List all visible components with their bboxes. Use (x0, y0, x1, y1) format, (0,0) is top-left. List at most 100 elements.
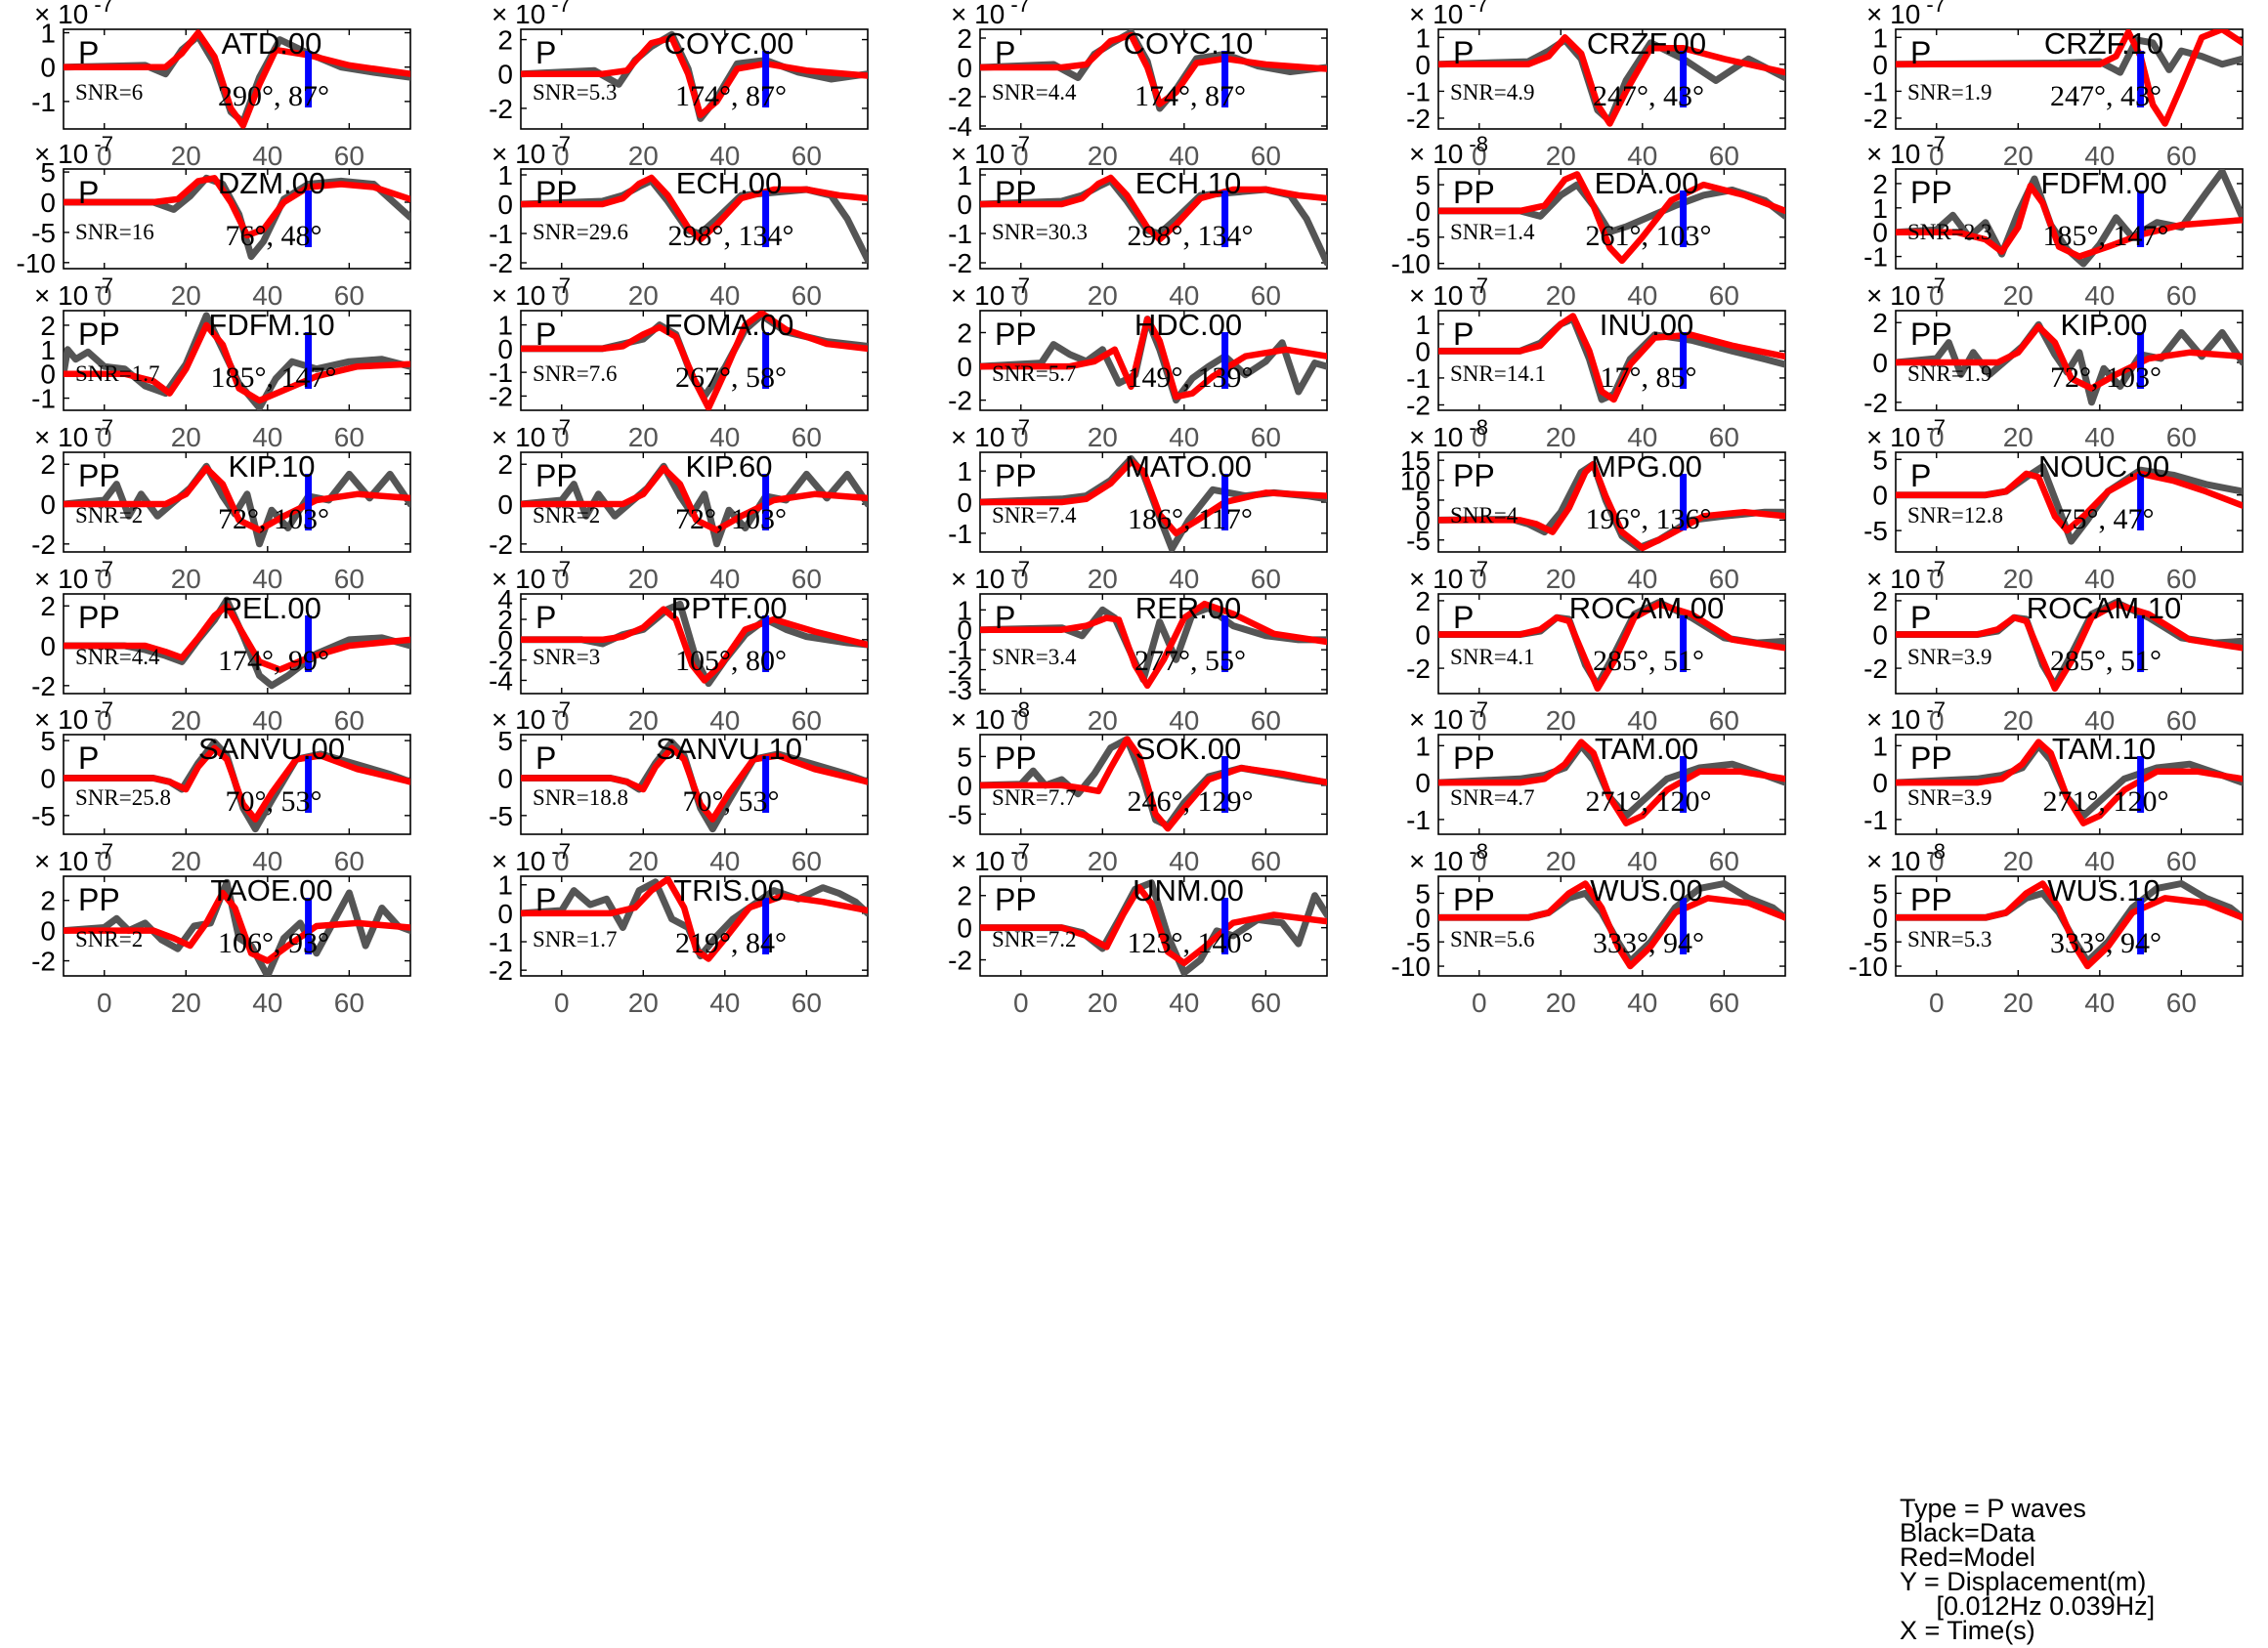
axes-box (979, 168, 1328, 270)
y-exponent-power: -7 (1463, 557, 1488, 581)
y-tick-label: 1 (1872, 22, 1888, 53)
y-exponent-power: -7 (1920, 697, 1946, 722)
station-label: WUS.10 (2047, 873, 2160, 908)
y-exponent-label: × 10 -7 (1409, 0, 1488, 29)
phase-label: P (1453, 600, 1474, 635)
x-tick-label: 40 (1169, 422, 1199, 452)
trace-group (980, 174, 1327, 267)
azimuth-distance-label: 72°, 103° (218, 503, 329, 535)
axes-box (520, 28, 869, 130)
model-trace (1896, 323, 2243, 392)
snr-label: SNR=4.1 (1450, 645, 1534, 669)
y-exponent-power: -7 (1920, 274, 1946, 298)
y-exponent-power: -7 (1920, 415, 1946, 440)
trace-group (1438, 880, 1785, 970)
model-trace (64, 29, 410, 129)
azimuth-distance-label: 298°, 134° (1128, 220, 1254, 252)
x-tick-label: 0 (554, 846, 570, 876)
x-tick-label: 60 (334, 705, 364, 736)
azimuth-distance-label: 247°, 43° (1593, 80, 1704, 112)
station-label: PPTF.00 (671, 591, 788, 625)
y-exponent-label: × 10 -8 (1409, 839, 1488, 876)
trace-group (521, 600, 868, 688)
y-tick-label: -2 (1863, 388, 1888, 418)
x-tick-label: 40 (252, 141, 282, 171)
azimuth-distance-label: 290°, 87° (218, 80, 329, 112)
y-exponent-power: -7 (545, 415, 571, 440)
station-label: COYC.10 (1124, 26, 1254, 61)
y-exponent-power: -8 (1463, 132, 1488, 156)
y-tick-label: 2 (957, 23, 972, 54)
y-tick-label: 2 (497, 25, 513, 56)
azimuth-distance-label: 123°, 140° (1128, 927, 1254, 959)
azimuth-distance-label: 75°, 47° (2058, 503, 2155, 535)
x-tick-label: 0 (1472, 705, 1487, 736)
station-label: SANVU.00 (198, 732, 345, 766)
x-tick-label: 20 (1546, 705, 1576, 736)
x-tick-label: 0 (554, 141, 570, 171)
y-tick-label: 0 (1872, 50, 1888, 80)
waveform-panel: 5 0 -5 0 20 40 60 × 10 -7 P SANVU.00 SNR=25.8 70°, … (31, 697, 411, 876)
phase-label: PP (995, 740, 1037, 776)
trace-group (1438, 34, 1785, 127)
station-label: EDA.00 (1595, 166, 1699, 200)
trace-group (1438, 460, 1785, 552)
y-tick-label: -1 (948, 219, 972, 249)
x-tick-label: 40 (2084, 705, 2115, 736)
y-exponent-power: -7 (545, 0, 571, 17)
x-tick-label: 20 (628, 705, 659, 736)
x-tick-label: 60 (1709, 280, 1739, 311)
x-tick-label: 20 (171, 846, 201, 876)
y-exponent-label: × 10 -7 (34, 557, 113, 594)
snr-label: SNR=3.4 (992, 645, 1077, 669)
x-tick-label: 60 (792, 988, 822, 1018)
y-tick-label: 1 (497, 311, 513, 341)
y-tick-label: 0 (1872, 481, 1888, 511)
x-tick-label: 20 (1088, 846, 1118, 876)
x-tick-label: 40 (252, 988, 282, 1018)
phase-label: P (78, 175, 99, 210)
snr-label: SNR=16 (75, 220, 154, 244)
snr-label: SNR=2 (533, 503, 600, 528)
y-tick-label: 0 (1415, 196, 1431, 227)
y-tick-label: 0 (957, 352, 972, 382)
x-tick-label: 0 (554, 564, 570, 594)
station-label: TAOE.00 (210, 873, 332, 908)
phase-label: PP (78, 458, 120, 493)
legend-line: X = Time(s) (1900, 1616, 2035, 1645)
y-tick-label: -2 (1863, 104, 1888, 134)
trace-group (980, 600, 1327, 690)
x-tick-label: 20 (1088, 988, 1118, 1018)
y-tick-label: 5 (1415, 878, 1431, 909)
station-label: UNM.00 (1133, 873, 1244, 908)
snr-label: SNR=4.4 (75, 645, 160, 669)
trace-group (1438, 739, 1785, 826)
snr-label: SNR=5.3 (1907, 927, 1991, 951)
station-label: MATO.00 (1125, 449, 1252, 484)
y-exponent-label: × 10 -8 (1409, 132, 1488, 169)
station-label: ECH.00 (676, 166, 783, 200)
y-exponent-label: × 10 -7 (492, 0, 571, 29)
y-exponent-power: -7 (1463, 0, 1488, 17)
x-tick-label: 40 (709, 564, 740, 594)
y-tick-label: 0 (1872, 619, 1888, 650)
y-tick-label: 0 (957, 615, 972, 646)
y-exponent-power: -7 (545, 274, 571, 298)
figure-legend: Type = P waves Black=Data Red=Model Y = … (1900, 1496, 2155, 1645)
y-tick-label: 2 (40, 311, 56, 341)
model-trace (980, 458, 1327, 537)
y-exponent-power: -7 (545, 839, 571, 864)
model-trace (980, 884, 1327, 967)
x-tick-label: 20 (628, 846, 659, 876)
station-label: CRZF.00 (1587, 26, 1706, 61)
station-label: ROCAM.00 (1569, 591, 1724, 625)
station-label: CRZF.10 (2044, 26, 2163, 61)
trace-group (1438, 313, 1785, 403)
x-tick-label: 0 (1013, 280, 1029, 311)
snr-label: SNR=1.7 (533, 927, 617, 951)
y-tick-label: 5 (957, 741, 972, 772)
